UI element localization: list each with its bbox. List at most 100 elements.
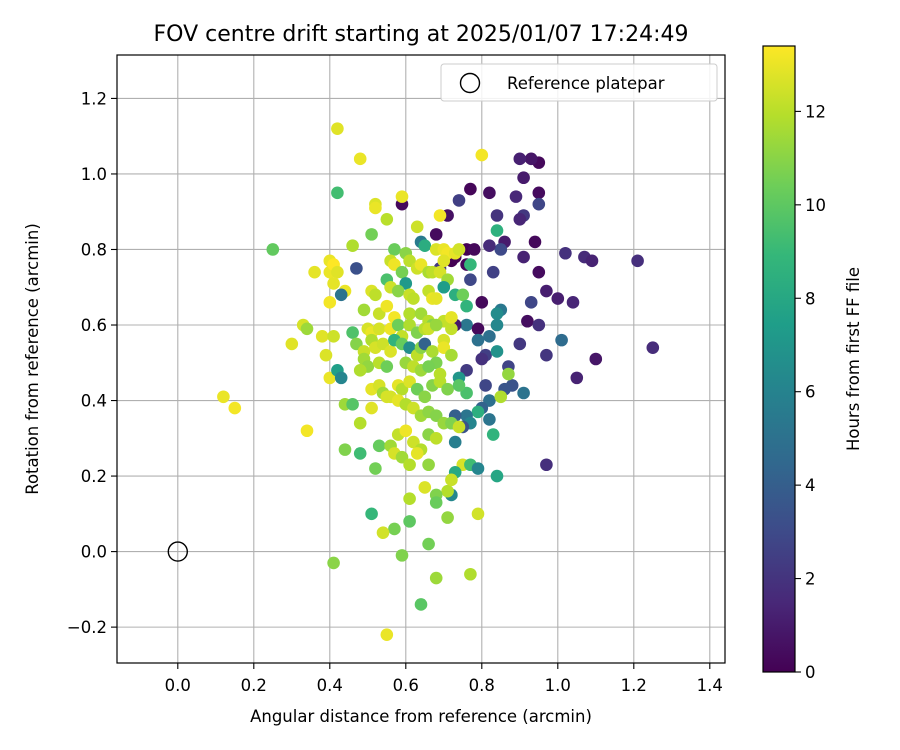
scatter-point	[494, 390, 508, 404]
scatter-point	[646, 341, 660, 354]
scatter-point	[471, 333, 485, 347]
scatter-point	[464, 567, 477, 581]
scatter-point	[490, 345, 504, 358]
scatter-point	[353, 447, 367, 460]
scatter-point	[460, 318, 473, 332]
scatter-point	[426, 345, 439, 358]
scatter-point	[570, 371, 584, 385]
scatter-point	[403, 492, 416, 506]
scatter-point	[391, 318, 405, 332]
scatter-point	[513, 337, 527, 351]
scatter-point	[388, 243, 401, 256]
scatter-point	[528, 235, 542, 249]
scatter-point	[475, 148, 489, 162]
scatter-point	[429, 496, 443, 509]
scatter-point	[353, 152, 367, 166]
scatter-point	[631, 254, 644, 268]
x-tick-label: 1.4	[697, 676, 723, 695]
scatter-point	[346, 398, 359, 411]
y-tick-label: 1.0	[81, 165, 107, 184]
scatter-point	[509, 190, 523, 203]
scatter-point	[551, 292, 565, 305]
y-tick-label: −0.2	[67, 618, 107, 637]
scatter-point	[357, 303, 371, 317]
scatter-point	[327, 556, 340, 570]
scatter-point	[429, 432, 443, 445]
scatter-point	[559, 246, 572, 260]
scatter-point	[483, 330, 496, 343]
y-tick-label: 0.2	[81, 467, 107, 486]
scatter-point	[395, 549, 409, 562]
scatter-point	[437, 254, 451, 268]
scatter-point	[502, 367, 515, 381]
scatter-point	[403, 458, 416, 472]
scatter-point	[490, 209, 504, 222]
y-tick-label: 0.6	[81, 316, 107, 335]
scatter-point	[353, 364, 367, 377]
scatter-point	[327, 277, 340, 290]
scatter-point	[441, 382, 454, 396]
scatter-point	[464, 273, 477, 286]
scatter-point	[490, 224, 504, 237]
scatter-point	[414, 598, 428, 611]
scatter-point	[456, 288, 470, 302]
scatter-point	[445, 473, 458, 487]
scatter-point	[471, 322, 485, 336]
scatter-point	[445, 322, 458, 336]
x-tick-label: 1.2	[621, 676, 647, 695]
scatter-point	[403, 307, 416, 320]
y-tick-label: 0.4	[81, 392, 107, 411]
scatter-point	[532, 265, 546, 279]
scatter-point	[555, 333, 568, 347]
scatter-point	[346, 239, 359, 253]
colorbar-tick-label: 10	[805, 196, 826, 215]
colorbar-ticks: 0 2 4 6 8 10 12	[795, 102, 826, 682]
scatter-point	[315, 330, 329, 343]
scatter-point	[483, 186, 496, 200]
scatter-point	[467, 243, 481, 256]
scatter-point	[422, 360, 435, 373]
scatter-point	[441, 484, 454, 498]
scatter-point	[395, 265, 409, 279]
scatter-point	[407, 292, 420, 305]
scatter-point	[338, 443, 352, 456]
scatter-point	[353, 416, 367, 430]
scatter-point	[395, 190, 409, 203]
scatter-point	[513, 152, 527, 166]
plot-frame	[116, 54, 726, 664]
scatter-point	[422, 537, 435, 551]
reference-point	[167, 541, 189, 562]
scatter-point	[490, 469, 504, 483]
scatter-point	[266, 243, 280, 256]
scatter-point	[517, 171, 530, 185]
scatter-point	[350, 262, 363, 275]
scatter-point	[372, 322, 386, 336]
scatter-point	[410, 220, 424, 234]
scatter-point	[331, 186, 344, 200]
scatter-point	[285, 337, 299, 351]
scatter-point	[380, 628, 394, 641]
scatter-point	[369, 288, 382, 302]
scatter-point	[490, 307, 504, 320]
colorbar-fill	[762, 45, 796, 673]
y-tick-label: 1.2	[81, 89, 107, 108]
colorbar: 0 2 4 6 8 10 12 Hours from first FF file	[762, 45, 863, 682]
scatter-point	[486, 428, 500, 441]
scatter-point	[471, 507, 485, 521]
scatter-point	[410, 447, 424, 460]
scatter-point	[346, 326, 359, 339]
scatter-point	[369, 462, 382, 475]
scatter-point	[334, 371, 348, 385]
scatter-point	[517, 250, 530, 264]
scatter-point	[479, 379, 492, 392]
scatter-point	[441, 511, 454, 524]
x-axis-ticks: 0.0 0.2 0.4 0.6 0.8 1.0 1.2 1.4	[165, 663, 723, 695]
scatter-point	[517, 386, 530, 400]
scatter-point	[483, 239, 496, 253]
scatter-point	[452, 194, 466, 207]
scatter-point	[418, 481, 432, 494]
x-tick-label: 0.8	[469, 676, 495, 695]
scatter-point	[217, 390, 230, 404]
scatter-point	[365, 228, 378, 241]
scatter-point	[380, 360, 394, 373]
